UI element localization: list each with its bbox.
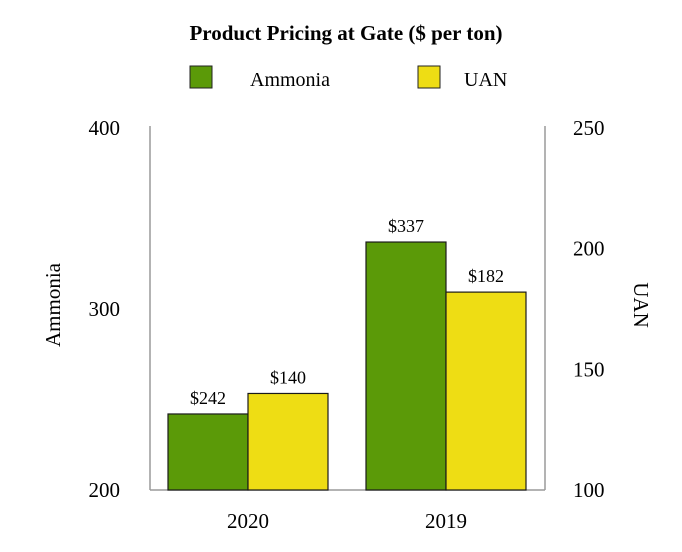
category-label: 2020 <box>227 509 269 533</box>
legend-swatch-ammonia <box>189 65 213 89</box>
bar-ammonia-2019 <box>365 241 447 491</box>
data-label-uan-2019: $182 <box>468 266 504 286</box>
bar-ammonia-2020 <box>167 413 249 491</box>
right-tick-label: 250 <box>573 116 605 140</box>
right-tick-label: 150 <box>573 357 605 381</box>
left-tick-label: 400 <box>89 116 121 140</box>
left-tick-label: 300 <box>89 297 121 321</box>
category-label: 2019 <box>425 509 467 533</box>
data-label-ammonia-2019: $337 <box>388 216 424 236</box>
right-axis-title: UAN <box>629 282 653 328</box>
data-label-uan-2020: $140 <box>270 367 306 387</box>
legend-label-uan: UAN <box>464 69 507 91</box>
right-tick-label: 200 <box>573 237 605 261</box>
legend-swatch-uan <box>417 65 441 89</box>
bar-uan-2020 <box>247 392 329 491</box>
legend-label-ammonia: Ammonia <box>250 69 330 91</box>
left-tick-label: 200 <box>89 478 121 502</box>
right-tick-label: 100 <box>573 478 605 502</box>
bar-uan-2019 <box>445 291 527 491</box>
chart-title: Product Pricing at Gate ($ per ton) <box>189 21 502 45</box>
left-axis-title: Ammonia <box>41 262 65 347</box>
data-label-ammonia-2020: $242 <box>190 388 226 408</box>
